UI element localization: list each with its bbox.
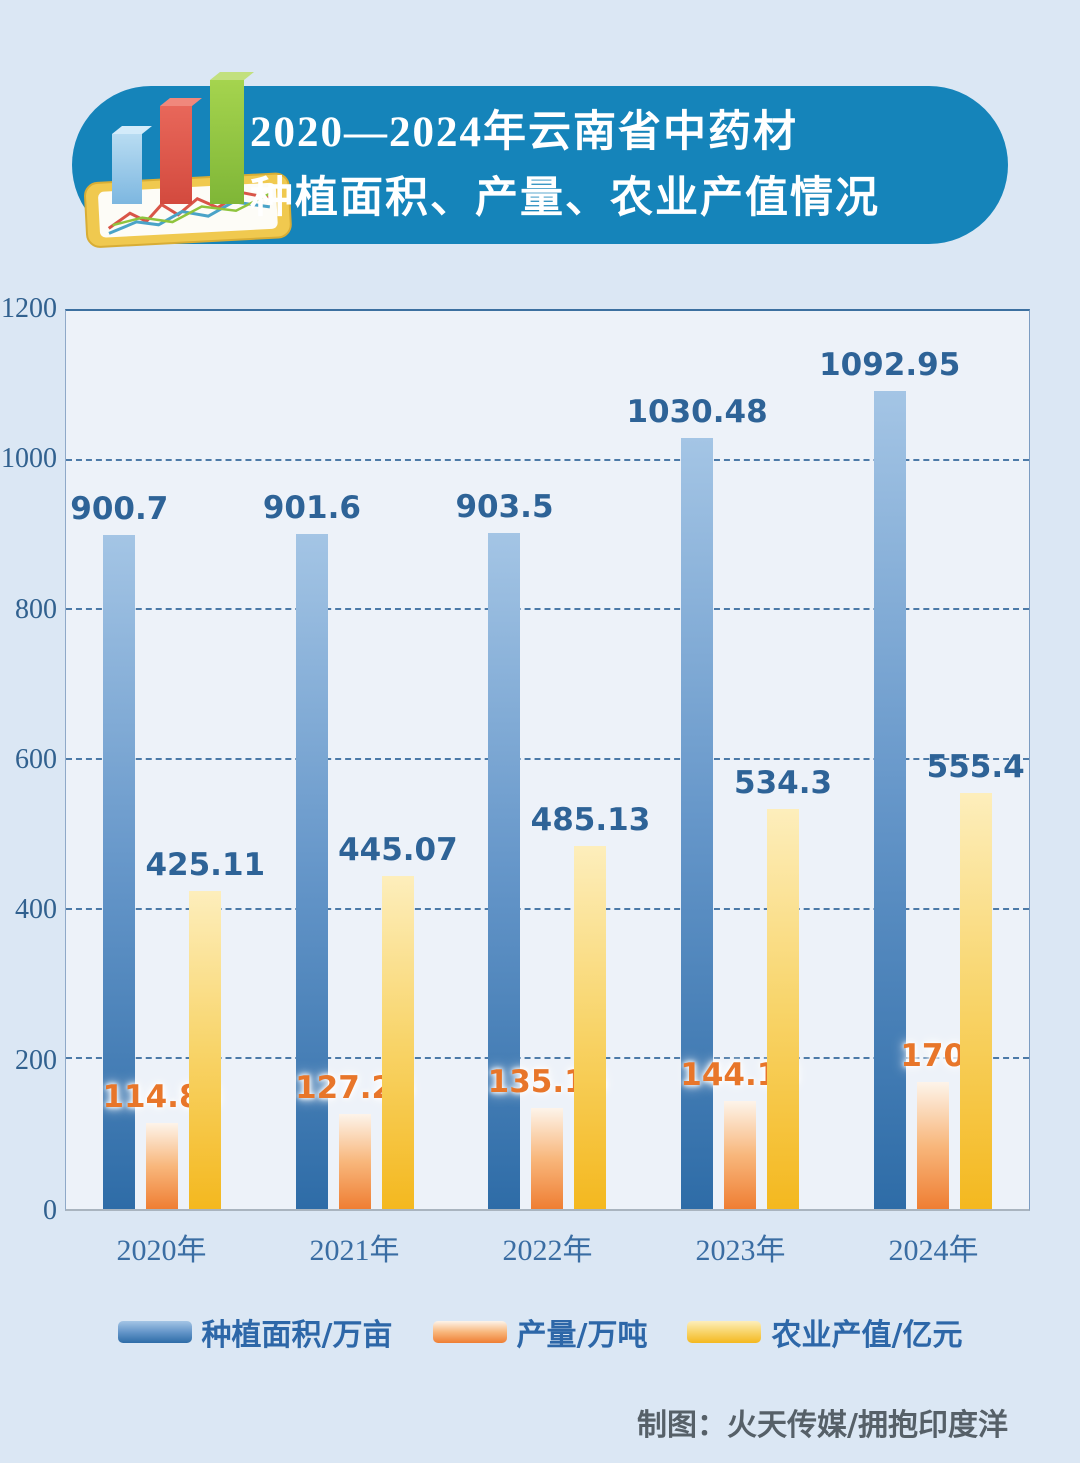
bar-series1-2024年: 1092.95 — [819, 347, 960, 1209]
y-tick-label-200: 200 — [15, 1044, 57, 1076]
bar-series2-2020年: 114.83 — [102, 1079, 222, 1209]
value-label: 485.13 — [530, 801, 651, 838]
gridline-600 — [66, 758, 1029, 760]
bar-series1-2022年: 903.5 — [455, 489, 554, 1209]
x-tick-label-2024年: 2024年 — [888, 1234, 979, 1267]
value-label: 534.3 — [734, 765, 833, 802]
bar-series3-2023年: 534.3 — [734, 765, 832, 1209]
legend-item-3: 农业产值/亿元 — [687, 1310, 962, 1354]
y-tick-label-1200: 1200 — [1, 293, 57, 324]
value-label: 903.5 — [455, 488, 554, 525]
bar-series3-2022年: 485.13 — [531, 802, 650, 1209]
gridline-200 — [66, 1057, 1029, 1060]
value-label: 170 — [900, 1037, 966, 1074]
y-tick-label-600: 600 — [15, 744, 57, 775]
value-label: 555.4 — [926, 749, 1025, 786]
value-label: 1030.48 — [626, 393, 768, 430]
bar-chart-tablet-icon — [84, 72, 292, 248]
bar-series2-2024年: 170 — [900, 1038, 965, 1209]
bar-group-2023年: 1030.48 144.18 534.3 — [626, 311, 832, 1209]
legend-label-1: 种植面积/万亩 — [201, 1318, 393, 1353]
value-label: 445.07 — [338, 831, 458, 868]
bar-series3-2020年: 425.11 — [145, 847, 265, 1209]
x-tick-label-2021年: 2021年 — [309, 1234, 400, 1267]
bar-series1-2021年: 901.6 — [263, 490, 361, 1209]
value-label: 900.7 — [70, 490, 169, 527]
legend-swatch-3 — [687, 1321, 762, 1343]
value-label: 901.6 — [262, 490, 361, 527]
title-banner: 2020—2024年云南省中药材 种植面积、产量、农业产值情况 — [72, 72, 1008, 248]
gridline-800 — [66, 608, 1029, 611]
y-axis: 0 200 400 600 800 1000 1200 — [0, 293, 57, 1226]
y-tick-label-0: 0 — [43, 1195, 57, 1226]
credit-text: 制图：火天传媒/拥抱印度洋 — [637, 1408, 1008, 1443]
legend-swatch-2 — [432, 1321, 507, 1343]
x-axis: 2020年 2021年 2022年 2023年 2024年 — [65, 1213, 1030, 1269]
page-title: 2020—2024年云南省中药材 种植面积、产量、农业产值情况 — [250, 100, 988, 232]
value-label: 425.11 — [145, 846, 266, 883]
value-label: 1092.95 — [819, 347, 961, 384]
bar-group-2021年: 901.6 127.25 445.07 — [263, 311, 458, 1209]
bar-group-2020年: 900.7 114.83 425.11 — [70, 311, 265, 1209]
legend-label-2: 产量/万吨 — [516, 1318, 648, 1353]
bar-group-2022年: 903.5 135.16 485.13 — [455, 311, 650, 1209]
gridline-400 — [66, 907, 1029, 910]
legend-swatch-1 — [117, 1321, 192, 1343]
x-tick-label-2023年: 2023年 — [695, 1234, 786, 1267]
y-tick-label-800: 800 — [15, 593, 57, 625]
bar-series2-2021年: 127.25 — [295, 1070, 415, 1209]
y-tick-label-400: 400 — [15, 894, 57, 926]
bar-series2-2023年: 144.18 — [680, 1057, 800, 1209]
legend-item-1: 种植面积/万亩 — [117, 1310, 393, 1354]
bar-series2-2022年: 135.16 — [488, 1064, 607, 1209]
page-title-line2: 种植面积、产量、农业产值情况 — [250, 175, 880, 222]
y-tick-label-1000: 1000 — [1, 443, 57, 475]
bar-series1-2023年: 1030.48 — [626, 394, 768, 1209]
legend: 种植面积/万亩 产量/万吨 农业产值/亿元 — [0, 1310, 1080, 1354]
gridline-1000 — [66, 458, 1029, 461]
plot-area: 900.7 114.83 425.11 901.6 127.25 445.07 903.5 1… — [65, 309, 1030, 1211]
bar-series3-2021年: 445.07 — [338, 832, 458, 1209]
legend-item-2: 产量/万吨 — [432, 1310, 648, 1354]
x-tick-label-2020年: 2020年 — [116, 1234, 207, 1267]
bar-series3-2024年: 555.4 — [927, 749, 1025, 1209]
bar-series1-2020年: 900.7 — [70, 491, 168, 1209]
x-tick-label-2022年: 2022年 — [502, 1234, 593, 1267]
bar-group-2024年: 1092.95 170 555.4 — [819, 311, 1025, 1209]
page-title-line1: 2020—2024年云南省中药材 — [250, 109, 798, 156]
legend-label-3: 农业产值/亿元 — [771, 1318, 963, 1353]
